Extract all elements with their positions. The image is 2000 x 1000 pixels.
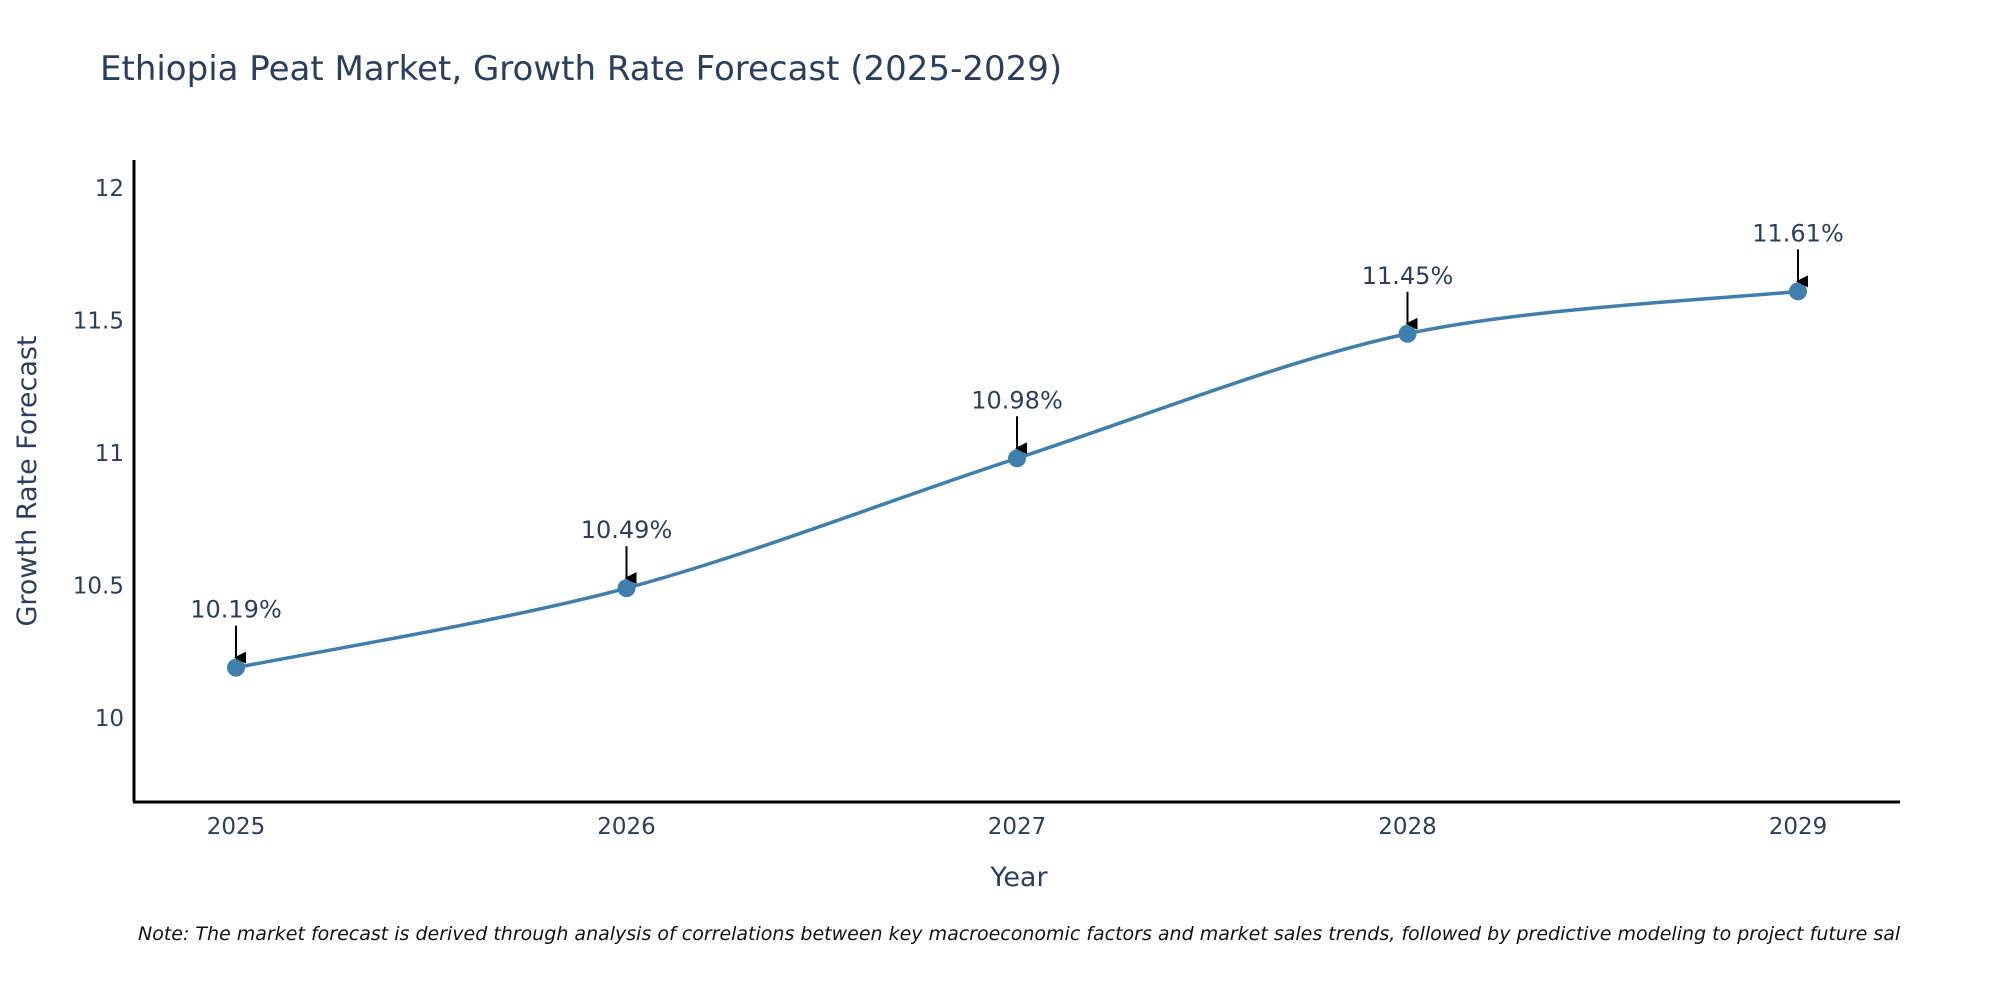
x-axis-ticks: 2025 2026 2027 2028 2029: [207, 814, 1828, 840]
y-tick-label: 12: [95, 176, 124, 202]
chart-title: Ethiopia Peat Market, Growth Rate Foreca…: [100, 49, 1062, 89]
y-tick-label: 11.5: [73, 309, 124, 335]
x-tick-label: 2025: [207, 814, 266, 840]
chart-note: Note: The market forecast is derived thr…: [138, 923, 1901, 945]
data-label: 10.19%: [190, 596, 282, 624]
data-point: [617, 579, 636, 598]
y-axis-title: Growth Rate Forecast: [12, 335, 43, 626]
data-label-annotations: 10.19% 10.49% 10.98% 11.45% 11.61%: [190, 219, 1844, 664]
x-tick-label: 2028: [1378, 814, 1437, 840]
x-axis-title: Year: [989, 862, 1048, 893]
data-points: [227, 282, 1807, 677]
data-point: [1008, 449, 1026, 468]
data-label: 11.45%: [1362, 262, 1454, 290]
series-line: [234, 289, 1800, 670]
y-axis-ticks: 10 10.5 11 11.5 12: [73, 176, 124, 732]
data-label: 10.49%: [581, 516, 673, 544]
data-label: 11.61%: [1752, 219, 1844, 247]
x-tick-label: 2026: [597, 814, 656, 840]
data-label: 10.98%: [971, 386, 1063, 414]
data-point: [1398, 324, 1417, 343]
y-tick-label: 11: [95, 441, 124, 467]
data-point: [1789, 282, 1807, 301]
data-point: [227, 658, 245, 677]
x-tick-label: 2027: [988, 814, 1047, 840]
y-tick-label: 10.5: [73, 574, 124, 600]
y-tick-label: 10: [95, 706, 124, 732]
x-tick-label: 2029: [1769, 814, 1828, 840]
